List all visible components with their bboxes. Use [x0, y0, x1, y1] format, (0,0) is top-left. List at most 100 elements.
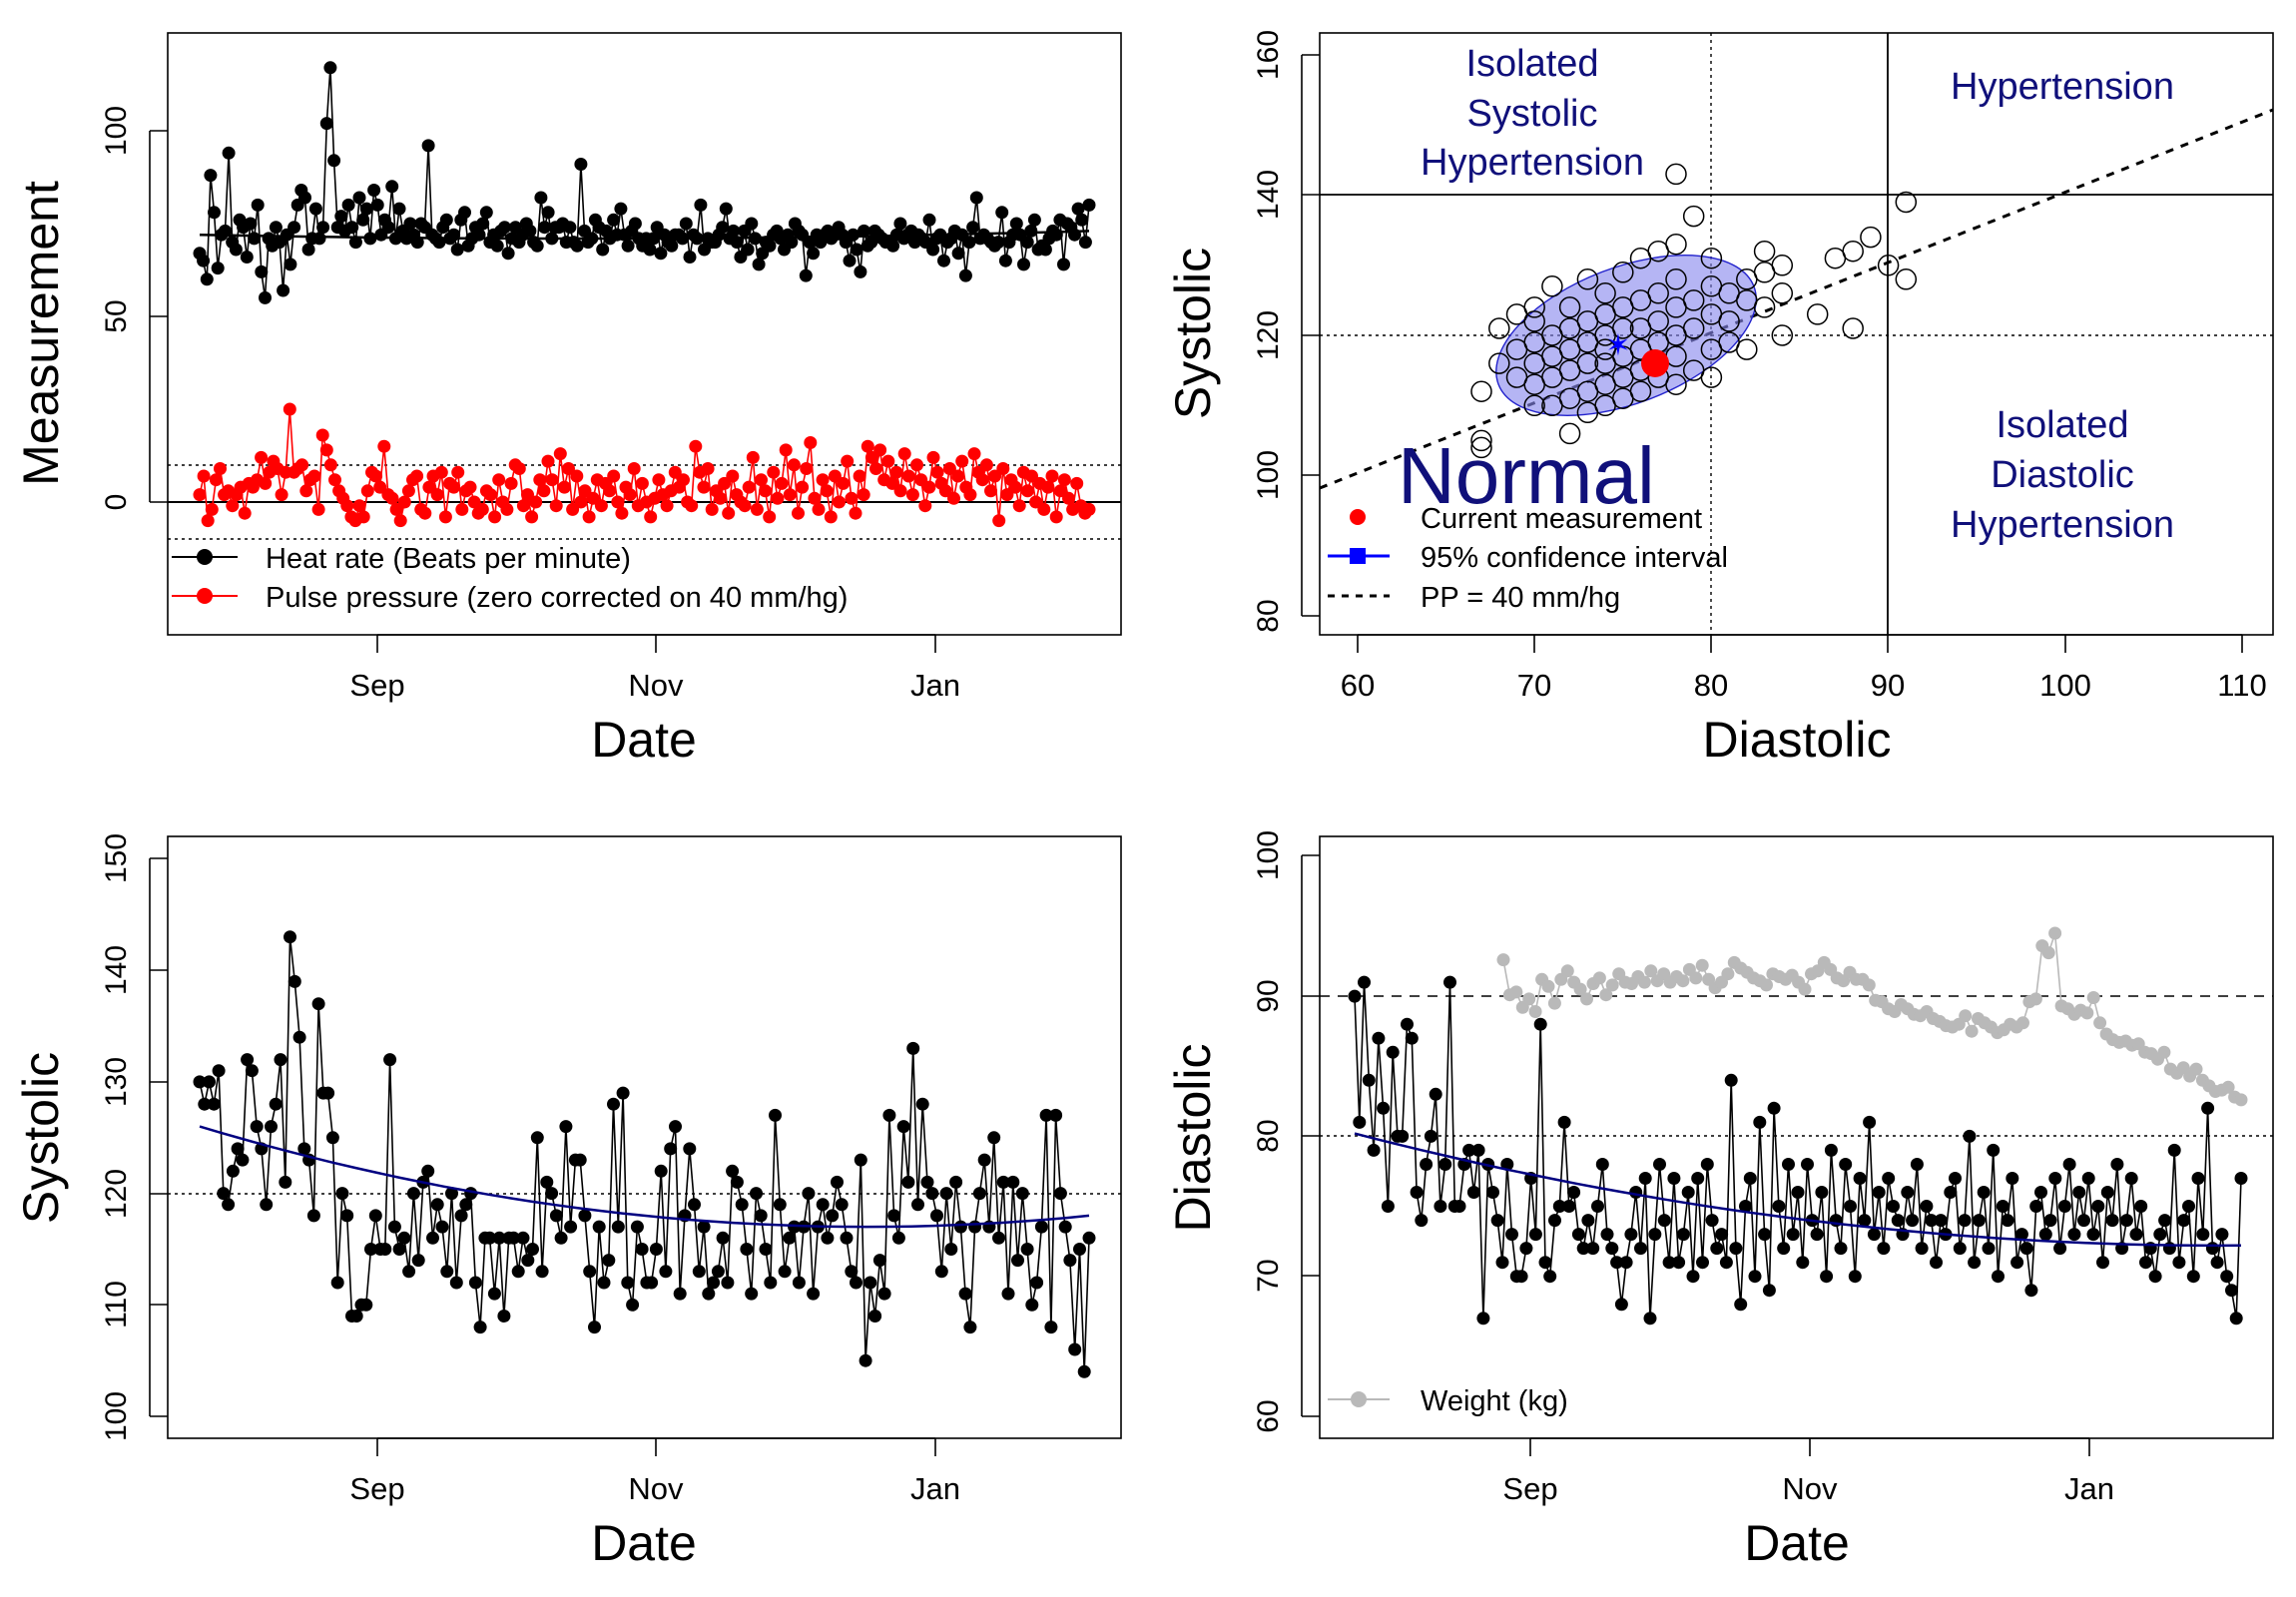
- diastolic-point: [1700, 1158, 1714, 1171]
- heart-rate-point: [200, 272, 214, 286]
- pulse-pressure-point: [775, 476, 789, 490]
- systolic-point: [901, 1175, 915, 1189]
- y-tick-label: 130: [100, 1057, 133, 1107]
- systolic-point: [1034, 1220, 1048, 1234]
- pulse-pressure-point: [356, 510, 370, 524]
- measurement-point: [1665, 373, 1687, 395]
- diastolic-point: [1438, 1158, 1452, 1171]
- pulse-pressure-point: [311, 502, 325, 516]
- diastolic-point: [1758, 1228, 1772, 1242]
- diastolic-point: [2029, 1200, 2043, 1213]
- heart-rate-point: [534, 191, 548, 205]
- heart-rate-point: [1078, 236, 1092, 250]
- diastolic-point: [1591, 1200, 1604, 1213]
- zone-isolated-diastolic-line3: Hypertension: [1951, 504, 2174, 546]
- x-tick-label: Jan: [910, 668, 960, 703]
- heart-rate-point: [316, 221, 330, 235]
- x-tick-label: 80: [1694, 668, 1728, 703]
- y-axis-title: Systolic: [13, 1052, 69, 1224]
- heart-rate-point: [1071, 202, 1085, 216]
- systolic-point: [826, 1209, 840, 1223]
- pulse-pressure-point: [705, 502, 719, 516]
- y-tick-label: 70: [1252, 1259, 1285, 1292]
- pulse-pressure-point: [841, 454, 855, 468]
- systolic-point: [649, 1243, 663, 1256]
- diastolic-point: [2034, 1186, 2047, 1199]
- heart-rate-point: [229, 243, 243, 257]
- legend-label: Weight (kg): [1421, 1385, 1568, 1417]
- pulse-pressure-point: [955, 454, 969, 468]
- systolic-point: [487, 1287, 501, 1301]
- diastolic-point: [1495, 1256, 1509, 1270]
- diastolic-point: [2196, 1228, 2210, 1242]
- pulse-pressure-point: [397, 495, 411, 509]
- systolic-point: [850, 1276, 862, 1290]
- heart-rate-point: [995, 206, 1009, 220]
- measurement-point: [1629, 380, 1652, 402]
- y-tick-label: 140: [1252, 170, 1285, 220]
- pulse-pressure-point: [500, 502, 514, 516]
- systolic-point: [297, 1142, 311, 1156]
- diastolic-point: [1810, 1228, 1824, 1242]
- systolic-point: [1068, 1342, 1082, 1356]
- systolic-point: [526, 1243, 539, 1256]
- diastolic-point: [1367, 1143, 1381, 1157]
- pulse-pressure-point: [820, 484, 834, 498]
- systolic-point: [535, 1265, 549, 1279]
- diastolic-point: [2172, 1256, 2186, 1270]
- systolic-point: [611, 1220, 625, 1234]
- pulse-pressure-point: [255, 450, 269, 464]
- systolic-point: [241, 1053, 255, 1067]
- weight-point: [2016, 1016, 2029, 1030]
- pulse-pressure-point: [750, 502, 764, 516]
- measurement-point: [1612, 262, 1634, 283]
- diastolic-point: [1372, 1031, 1386, 1045]
- systolic-point: [1044, 1321, 1058, 1334]
- diastolic-point: [1762, 1284, 1776, 1298]
- heart-rate-point: [197, 254, 211, 267]
- zone-hypertension: Hypertension: [1951, 66, 2174, 108]
- diastolic-point: [1867, 1228, 1881, 1242]
- heart-rate-point: [962, 236, 976, 250]
- systolic-point: [340, 1209, 354, 1223]
- pulse-pressure-point: [918, 499, 932, 513]
- diastolic-point: [1691, 1172, 1705, 1185]
- heart-rate-point: [211, 262, 225, 275]
- diastolic-point: [1476, 1312, 1490, 1326]
- pulse-pressure-point: [1020, 484, 1034, 498]
- diastolic-point: [1638, 1172, 1652, 1185]
- systolic-point: [968, 1220, 982, 1234]
- pulse-pressure-point: [1041, 480, 1055, 494]
- pulse-pressure-point: [701, 462, 715, 475]
- pulse-pressure-point: [283, 402, 296, 416]
- diastolic-point: [1777, 1242, 1791, 1256]
- systolic-point: [721, 1276, 735, 1290]
- heart-rate-point: [683, 251, 697, 264]
- diastolic-point: [1934, 1214, 1948, 1228]
- diastolic-point: [1600, 1228, 1614, 1242]
- y-tick-label: 120: [100, 1169, 133, 1219]
- measurement-point: [1541, 275, 1563, 297]
- pulse-pressure-point: [864, 450, 878, 464]
- diastolic-point: [2072, 1186, 2086, 1199]
- pulse-pressure-point: [323, 458, 337, 472]
- diastolic-point: [1543, 1270, 1557, 1284]
- pulse-pressure-point: [771, 491, 785, 505]
- pulse-pressure-point: [873, 443, 887, 457]
- systolic-point: [445, 1187, 458, 1201]
- chart-series-group: [1348, 926, 2248, 1326]
- systolic-point: [193, 1075, 207, 1089]
- diastolic-point: [2086, 1228, 2100, 1242]
- zone-isolated-diastolic-line2: Diastolic: [1991, 454, 2134, 496]
- pulse-pressure-point: [992, 514, 1006, 528]
- diastolic-point: [1396, 1129, 1410, 1143]
- systolic-point: [507, 1231, 520, 1245]
- heart-rate-point: [966, 221, 980, 235]
- diastolic-point: [2057, 1200, 2071, 1213]
- heart-rate-point: [1027, 213, 1041, 227]
- measurement-point: [1470, 380, 1492, 402]
- pulse-pressure-point: [685, 499, 699, 513]
- legend: Current measurement 95% confidence inter…: [1328, 503, 1728, 614]
- heart-rate-point: [541, 206, 555, 220]
- pulse-pressure-point: [833, 495, 846, 509]
